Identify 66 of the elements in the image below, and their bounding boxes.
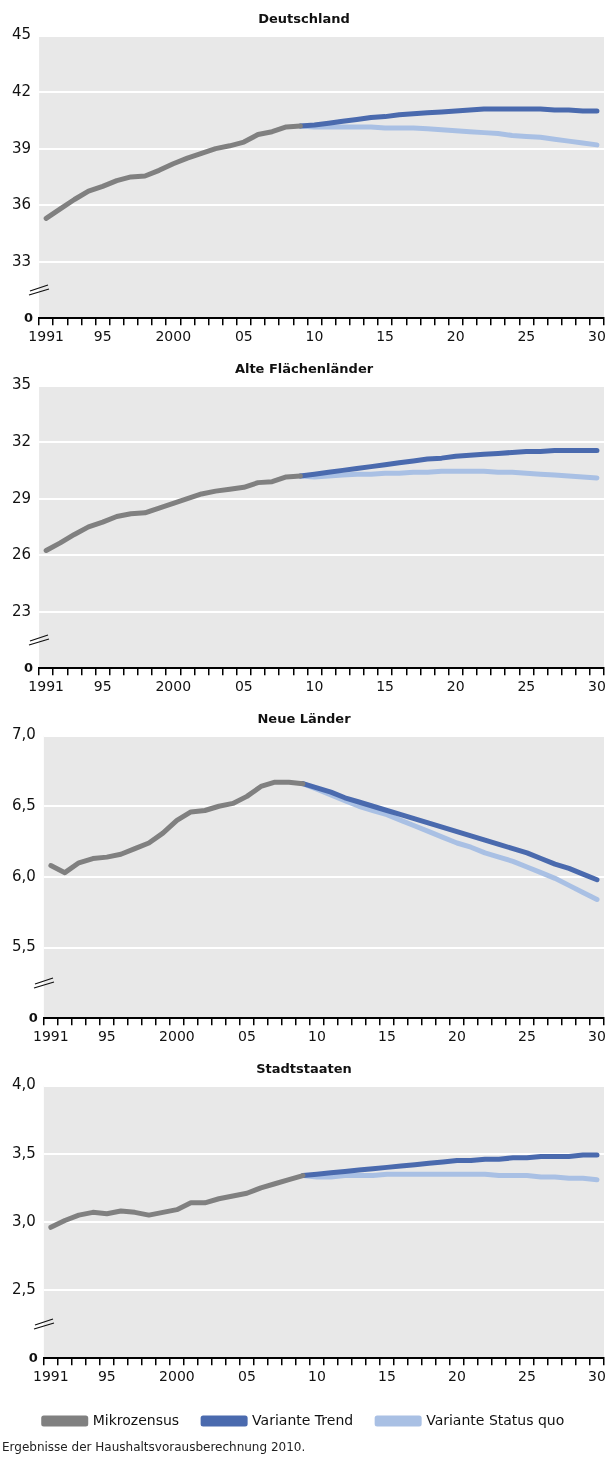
x-tick-label: 05 xyxy=(234,328,253,345)
x-tick-label: 20 xyxy=(446,328,465,345)
x-tick-label: 30 xyxy=(588,1368,606,1385)
legend-label: Variante Status quo xyxy=(426,1411,565,1428)
x-tick-label: 1991 xyxy=(28,328,64,345)
y-tick-label: 33 xyxy=(11,251,32,270)
y-tick-label: 3,0 xyxy=(12,1211,36,1230)
text: 0 xyxy=(28,1010,38,1027)
y-tick-label: 4,0 xyxy=(12,1075,36,1094)
x-tick-label: 15 xyxy=(378,1028,396,1045)
y-tick-label: 23 xyxy=(11,601,32,620)
y-tick-label: 6,5 xyxy=(12,796,36,815)
y-tick-label: 45 xyxy=(11,25,32,44)
x-tick-label: 25 xyxy=(518,1028,536,1045)
x-tick-label: 15 xyxy=(376,328,395,345)
x-tick-label: 30 xyxy=(588,328,606,345)
x-tick-label: 05 xyxy=(234,678,253,695)
legend-label: Variante Trend xyxy=(252,1411,354,1428)
y-tick-label: 35 xyxy=(11,375,32,394)
x-tick-label: 20 xyxy=(446,678,465,695)
x-tick-label: 25 xyxy=(517,328,536,345)
x-tick-label: 95 xyxy=(93,678,112,695)
x-tick-label: 25 xyxy=(518,1368,536,1385)
chart-title: Stadtstaaten xyxy=(256,1061,352,1077)
x-tick-label: 95 xyxy=(97,1028,116,1045)
x-tick-label: 10 xyxy=(308,1368,326,1385)
y-tick-label: 6,0 xyxy=(12,866,36,885)
x-tick-label: 05 xyxy=(237,1368,256,1385)
x-tick-label: 2000 xyxy=(159,1028,195,1045)
text: 0 xyxy=(24,310,34,327)
y-tick-label: 36 xyxy=(11,195,32,214)
y-tick-label: 26 xyxy=(11,545,32,564)
x-tick-label: 95 xyxy=(93,328,112,345)
text: 0 xyxy=(28,1350,38,1367)
x-tick-label: 1991 xyxy=(28,678,64,695)
y-tick-label: 42 xyxy=(11,82,32,101)
x-tick-label: 30 xyxy=(588,678,606,695)
y-tick-label: 39 xyxy=(11,138,32,157)
y-tick-label: 5,5 xyxy=(12,937,36,956)
x-tick-label: 10 xyxy=(305,678,324,695)
x-tick-label: 20 xyxy=(448,1028,466,1045)
chart-title: Neue Länder xyxy=(257,711,352,727)
x-tick-label: 1991 xyxy=(33,1368,69,1385)
chart-title: Deutschland xyxy=(258,11,350,27)
x-tick-label: 25 xyxy=(517,678,536,695)
x-tick-label: 2000 xyxy=(155,328,192,345)
legend-label: Mikrozensus xyxy=(92,1411,180,1428)
text: Ergebnisse der Haushaltsvorausberechnung 2010. xyxy=(1,1439,307,1454)
x-tick-label: 30 xyxy=(588,1028,606,1045)
x-tick-label: 15 xyxy=(376,678,395,695)
x-tick-label: 95 xyxy=(97,1368,116,1385)
x-tick-label: 2000 xyxy=(159,1368,195,1385)
x-tick-label: 2000 xyxy=(155,678,192,695)
y-tick-label: 32 xyxy=(11,432,32,451)
x-tick-label: 10 xyxy=(308,1028,326,1045)
x-tick-label: 05 xyxy=(237,1028,256,1045)
y-tick-label: 7,0 xyxy=(12,725,36,744)
text: 0 xyxy=(24,660,34,677)
x-tick-label: 10 xyxy=(305,328,324,345)
y-tick-label: 29 xyxy=(11,488,32,507)
y-tick-label: 2,5 xyxy=(12,1279,36,1298)
x-tick-label: 15 xyxy=(378,1368,396,1385)
x-tick-label: 20 xyxy=(448,1368,466,1385)
y-tick-label: 3,5 xyxy=(12,1143,36,1162)
x-tick-label: 1991 xyxy=(33,1028,69,1045)
chart-title: Alte Flächenländer xyxy=(234,361,374,377)
